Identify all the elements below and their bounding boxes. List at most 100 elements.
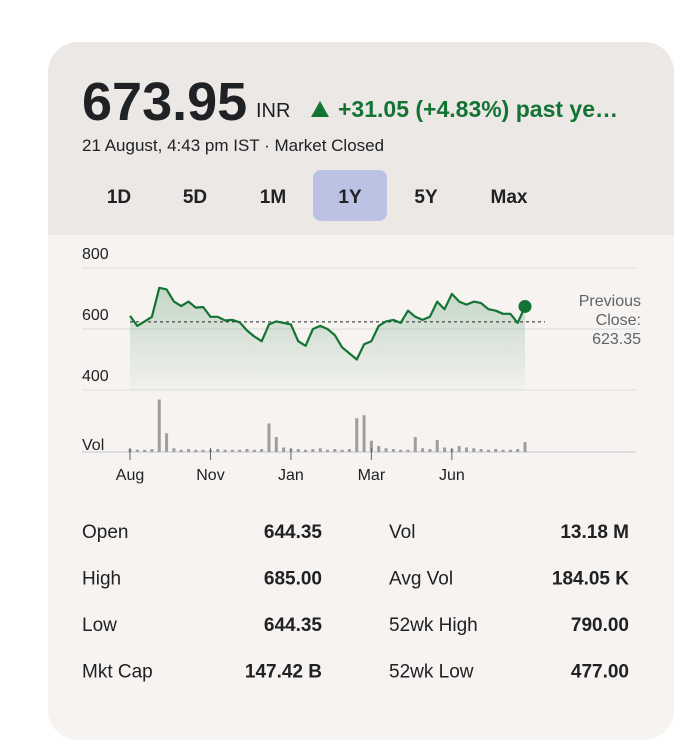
volume-bar [347, 449, 351, 452]
stat-value: 184.05 K [552, 569, 629, 590]
volume-bar [421, 448, 425, 452]
y-tick-label: 400 [82, 368, 109, 385]
range-button[interactable]: 1M [260, 187, 286, 208]
volume-bar [428, 449, 432, 452]
range-label: Max [491, 187, 528, 208]
volume-bar [406, 449, 410, 452]
volume-bar [179, 449, 183, 452]
stat-label: Low [82, 615, 117, 636]
stat-value: 644.35 [264, 615, 323, 636]
range-selector: 1D 5D 1M 1Y 5Y Max [107, 170, 528, 221]
volume-bar [274, 437, 278, 452]
volume-bar [516, 449, 520, 452]
stat-label: Open [82, 522, 128, 543]
volume-bar [369, 440, 373, 452]
volume-bar [143, 449, 147, 452]
currency: INR [256, 100, 290, 122]
volume-bar [391, 449, 395, 452]
volume-bar [362, 415, 366, 452]
range-selected-bg [313, 170, 387, 221]
price-line [129, 286, 527, 361]
range-label: 5Y [414, 187, 438, 208]
volume-bar [377, 446, 381, 452]
stat-label: High [82, 569, 121, 590]
volume-bar [399, 449, 403, 452]
range-label: 1D [107, 187, 131, 208]
range-label: 1M [260, 187, 286, 208]
volume-bar [150, 449, 154, 452]
range-button[interactable]: 1D [107, 187, 131, 208]
volume-bar [260, 449, 264, 452]
range-button[interactable]: Max [491, 187, 528, 208]
x-tick-label: Mar [358, 467, 386, 484]
volume-bar [238, 449, 242, 452]
volume-bar [245, 449, 249, 452]
previous-close-value: 623.35 [592, 331, 641, 348]
price: 673.95 [82, 72, 247, 132]
volume-bar [355, 418, 359, 452]
x-tick-label: Jan [278, 467, 304, 484]
volume-bar [172, 448, 176, 452]
volume-bar [223, 449, 227, 452]
volume-bar [194, 449, 198, 452]
volume-bar [165, 433, 169, 452]
volume-label: Vol [82, 437, 104, 454]
stat-value: 147.42 B [245, 662, 322, 683]
range-button[interactable]: 1Y [313, 170, 387, 221]
range-button[interactable]: 5D [183, 187, 207, 208]
up-arrow [311, 101, 329, 117]
volume-bar [486, 449, 490, 452]
price-change: +31.05 (+4.83%) past ye… [338, 96, 618, 122]
volume-bar [296, 449, 300, 452]
volume-bar [340, 449, 344, 452]
volume-bar [135, 449, 139, 452]
volume-bar [523, 442, 527, 452]
volume-bar [384, 448, 388, 452]
volume-bar [464, 447, 468, 452]
stat-value: 685.00 [264, 569, 322, 590]
price-chart: 800 600 400 Vol Aug Nov Jan Mar Jun [82, 246, 636, 484]
stat-value: 790.00 [571, 615, 629, 636]
volume-bar [508, 449, 512, 452]
volume-bar [435, 440, 439, 452]
volume-bar [326, 449, 329, 452]
stat-value: 644.35 [264, 522, 323, 543]
stat-label: 52wk Low [389, 662, 474, 683]
range-label: 5D [183, 187, 207, 208]
volume-bar [457, 446, 461, 452]
volume-bar [494, 449, 498, 452]
volume-bar [333, 449, 337, 452]
last-point [518, 299, 532, 313]
volume-bar [443, 447, 447, 452]
x-tick-label: Jun [439, 467, 465, 484]
volume-bar [472, 448, 476, 452]
timestamp: 21 August, 4:43 pm IST · Market Closed [82, 136, 384, 155]
x-tick-label: Nov [196, 467, 224, 484]
range-label: 1Y [338, 187, 362, 208]
y-tick-label: 600 [82, 307, 109, 324]
previous-close-label: Previous Close: [578, 293, 641, 329]
previous-close: Previous Close: 623.35 [560, 292, 641, 349]
range-button[interactable]: 5Y [414, 187, 438, 208]
volume-bar [157, 399, 161, 452]
stat-label: Avg Vol [389, 569, 453, 590]
volume-bar [311, 449, 315, 452]
stat-label: Vol [389, 522, 415, 543]
stat-value: 477.00 [571, 662, 629, 683]
volume-bar [282, 447, 286, 452]
card-bg [48, 42, 674, 740]
volume-bar [501, 449, 505, 452]
volume-bar [267, 423, 271, 452]
volume-bar [252, 449, 256, 452]
x-tick-label: Aug [116, 467, 144, 484]
volume-bar [304, 449, 308, 452]
volume-bar [216, 449, 220, 452]
stat-label: Mkt Cap [82, 662, 153, 683]
y-tick-label: 800 [82, 246, 109, 263]
volume-bar [479, 449, 483, 452]
volume-bar [187, 449, 191, 452]
price-area [130, 287, 525, 390]
stats-table: Open 644.35 Vol 13.18 M High 685.00 Avg Vol 184… [82, 522, 629, 683]
